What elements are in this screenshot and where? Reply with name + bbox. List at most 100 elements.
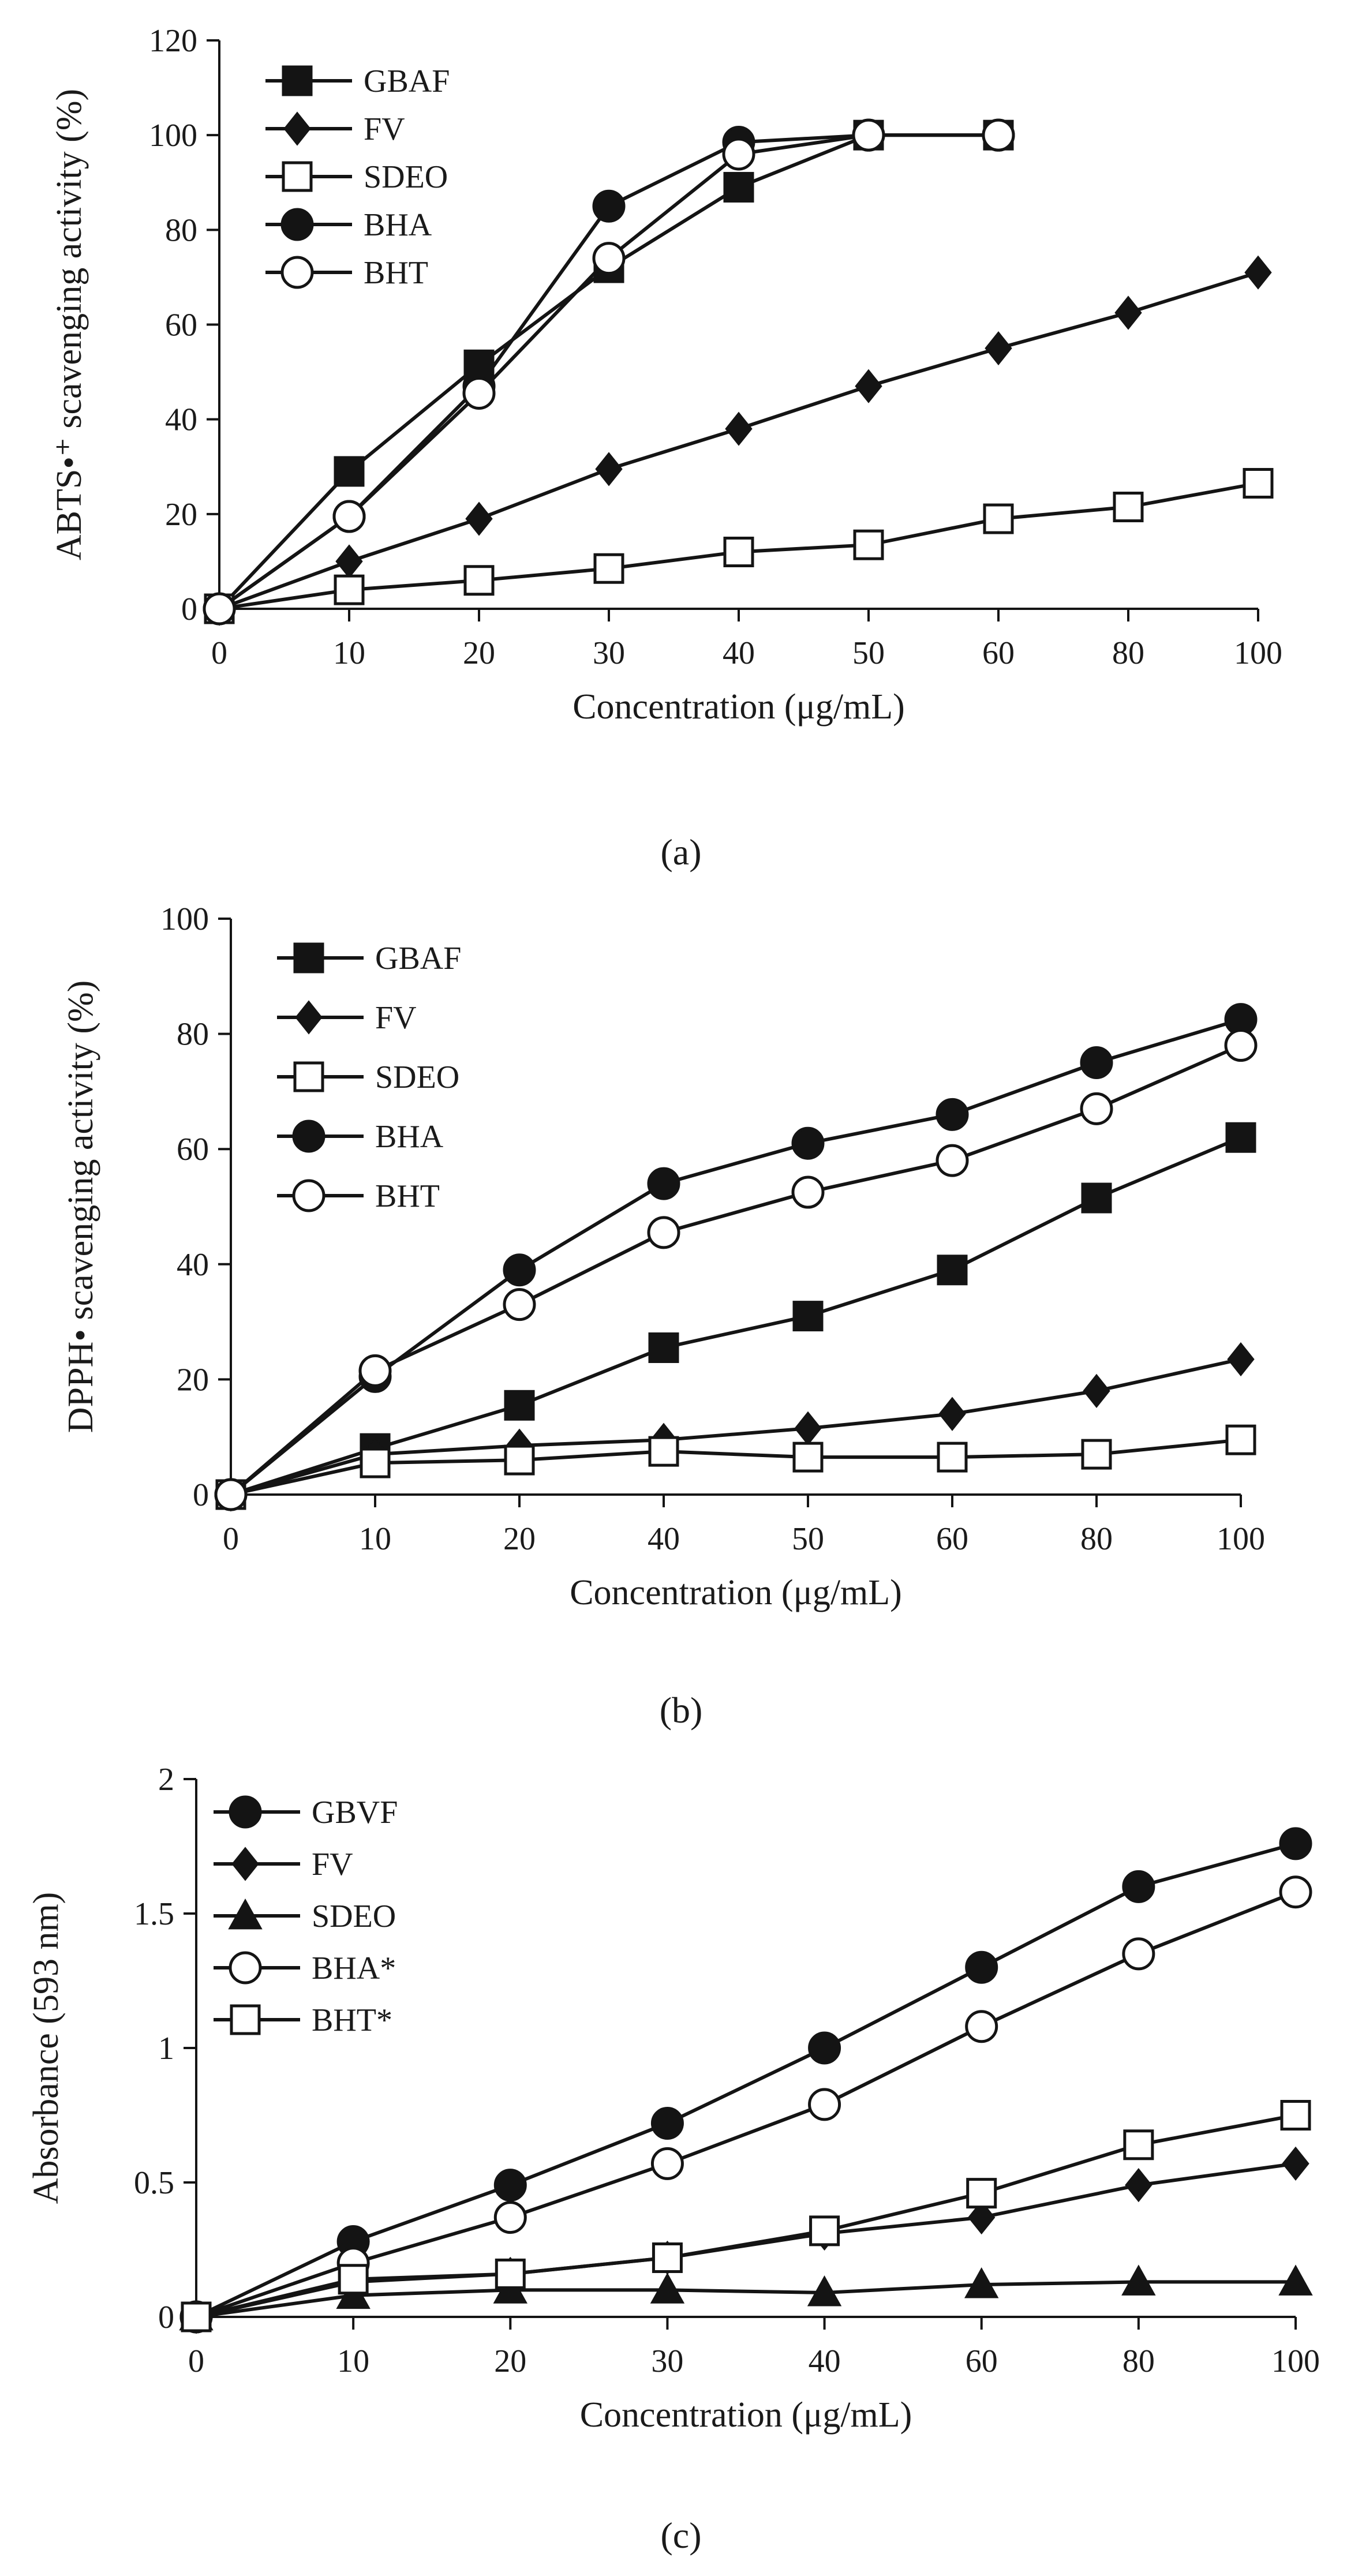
x-tick-label: 50: [792, 1521, 824, 1557]
legend-label: FV: [312, 1847, 353, 1882]
data-point: [808, 2088, 841, 2121]
legend: GBAF FV SDEO BHA BHT: [265, 63, 450, 291]
data-point: [966, 2178, 997, 2209]
data-point: [462, 377, 496, 410]
y-tick-label: 40: [177, 1247, 209, 1283]
y-tick-label: 1.5: [134, 1896, 174, 1932]
series-gbvf: [179, 1827, 1312, 2334]
y-tick-label: 20: [165, 497, 197, 533]
legend-label: BHT*: [312, 2002, 392, 2038]
data-point: [1280, 2100, 1311, 2131]
data-point: [809, 2215, 840, 2246]
data-point: [964, 2267, 999, 2298]
legend-marker: [230, 2004, 261, 2035]
x-tick-label: 10: [333, 635, 365, 671]
y-tick-label: 60: [165, 308, 197, 343]
data-point: [1279, 1875, 1312, 1909]
x-tick-label: 60: [936, 1521, 968, 1557]
y-tick-label: 60: [177, 1132, 209, 1167]
data-point: [503, 1253, 536, 1287]
legend-marker: [295, 1000, 323, 1035]
data-point: [593, 553, 624, 584]
y-tick-label: 120: [149, 23, 197, 59]
y-tick-label: 0.5: [134, 2165, 174, 2201]
legend-label: GBVF: [312, 1795, 398, 1830]
data-point: [338, 2264, 369, 2295]
data-point: [1081, 1439, 1112, 1470]
data-point: [1224, 1029, 1258, 1062]
data-point: [650, 2106, 684, 2140]
x-tick-label: 40: [723, 635, 755, 671]
legend-label: GBAF: [364, 63, 450, 99]
x-tick-label: 20: [494, 2343, 526, 2379]
x-tick-label: 30: [651, 2343, 683, 2379]
y-axis-label: Absorbance (593 nm): [27, 1892, 66, 2204]
panel-label: (c): [660, 2515, 701, 2556]
x-tick-label: 80: [1122, 2343, 1155, 2379]
data-point: [334, 574, 365, 605]
legend-marker: [292, 1179, 325, 1212]
data-point: [214, 1478, 248, 1511]
series-line: [230, 1043, 1242, 1496]
series-bht: [181, 2100, 1311, 2332]
legend-label: FV: [375, 1000, 417, 1036]
x-tick-label: 0: [188, 2343, 204, 2379]
series-fv: [205, 255, 1272, 626]
panel-label: (a): [660, 832, 701, 873]
x-tick-label: 20: [463, 635, 495, 671]
series-line: [196, 1890, 1297, 2319]
data-point: [595, 452, 623, 486]
legend-marker: [229, 1795, 262, 1829]
x-tick-label: 80: [1112, 635, 1144, 671]
data-point: [334, 456, 365, 487]
x-tick-label: 0: [211, 635, 227, 671]
legend: GBVF FV SDEO BHA* BHT*: [214, 1795, 398, 2038]
data-point: [855, 369, 882, 403]
x-tick-label: 100: [1217, 1521, 1265, 1557]
x-axis-label: Concentration (μg/mL): [570, 1573, 902, 1612]
y-tick-label: 0: [181, 591, 197, 627]
data-point: [648, 1332, 679, 1364]
data-point: [504, 1390, 535, 1421]
legend-label: SDEO: [375, 1059, 459, 1095]
series-bht: [214, 1029, 1258, 1511]
data-point: [983, 503, 1014, 534]
series-line: [196, 2280, 1296, 2319]
y-tick-label: 100: [160, 901, 209, 937]
legend-marker: [293, 1061, 324, 1092]
legend-marker: [292, 1119, 325, 1153]
y-axis-label: DPPH• scavenging activity (%): [61, 980, 100, 1433]
data-point: [648, 1436, 679, 1467]
data-point: [723, 171, 754, 203]
legend-marker: [282, 65, 313, 96]
series-line: [230, 1136, 1242, 1496]
legend-marker: [231, 1847, 259, 1881]
data-point: [1113, 492, 1144, 523]
data-point: [592, 189, 626, 223]
data-point: [723, 537, 754, 567]
x-tick-label: 0: [223, 1521, 239, 1557]
data-point: [647, 1216, 680, 1249]
data-point: [495, 2258, 526, 2289]
x-tick-label: 80: [1080, 1521, 1113, 1557]
legend: GBAF FV SDEO BHA BHT: [277, 941, 461, 1214]
legend-label: BHT: [375, 1178, 440, 1214]
series-bha: [203, 118, 1015, 626]
data-point: [181, 2301, 212, 2332]
data-point: [1225, 1122, 1256, 1153]
series-line: [195, 1841, 1296, 2319]
data-point: [1083, 1373, 1110, 1408]
data-point: [203, 592, 236, 626]
legend-label: SDEO: [364, 159, 448, 195]
data-point: [360, 1447, 391, 1478]
data-point: [1080, 1092, 1113, 1125]
data-point: [808, 2031, 841, 2065]
series-line: [230, 1357, 1241, 1496]
data-point: [592, 242, 626, 275]
data-point: [650, 2147, 684, 2180]
y-tick-label: 2: [158, 1762, 174, 1798]
legend-label: BHA: [364, 207, 432, 243]
chart-panel-a: 0 20 40 60 80 100 120 0 10 20 30 40 50 60 80 100 Concent…: [50, 23, 1282, 873]
